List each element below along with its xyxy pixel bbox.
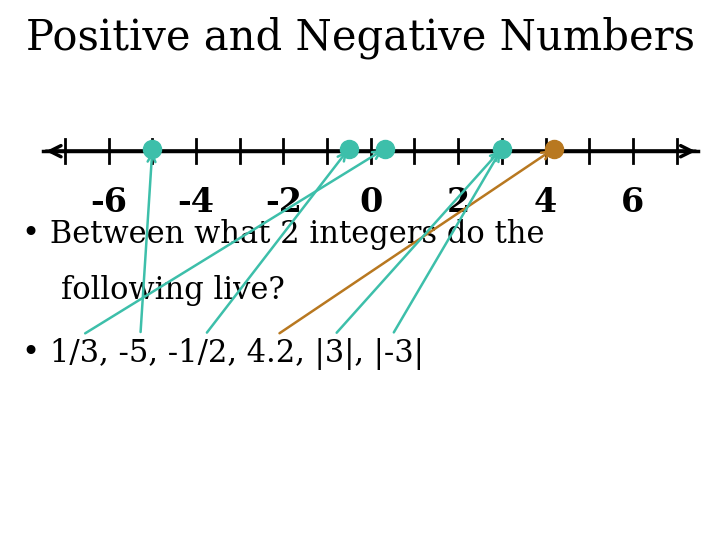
Text: 2: 2 [446,186,469,219]
Text: • 1/3, -5, -1/2, 4.2, |3|, |-3|: • 1/3, -5, -1/2, 4.2, |3|, |-3| [22,338,423,369]
Text: 4: 4 [534,186,557,219]
Text: -6: -6 [90,186,127,219]
Text: -2: -2 [265,186,302,219]
Text: -4: -4 [178,186,215,219]
Text: following live?: following live? [61,275,285,306]
Text: 0: 0 [359,186,382,219]
Text: 6: 6 [621,186,644,219]
Text: Positive and Negative Numbers: Positive and Negative Numbers [25,16,695,59]
Text: • Between what 2 integers do the: • Between what 2 integers do the [22,219,544,249]
